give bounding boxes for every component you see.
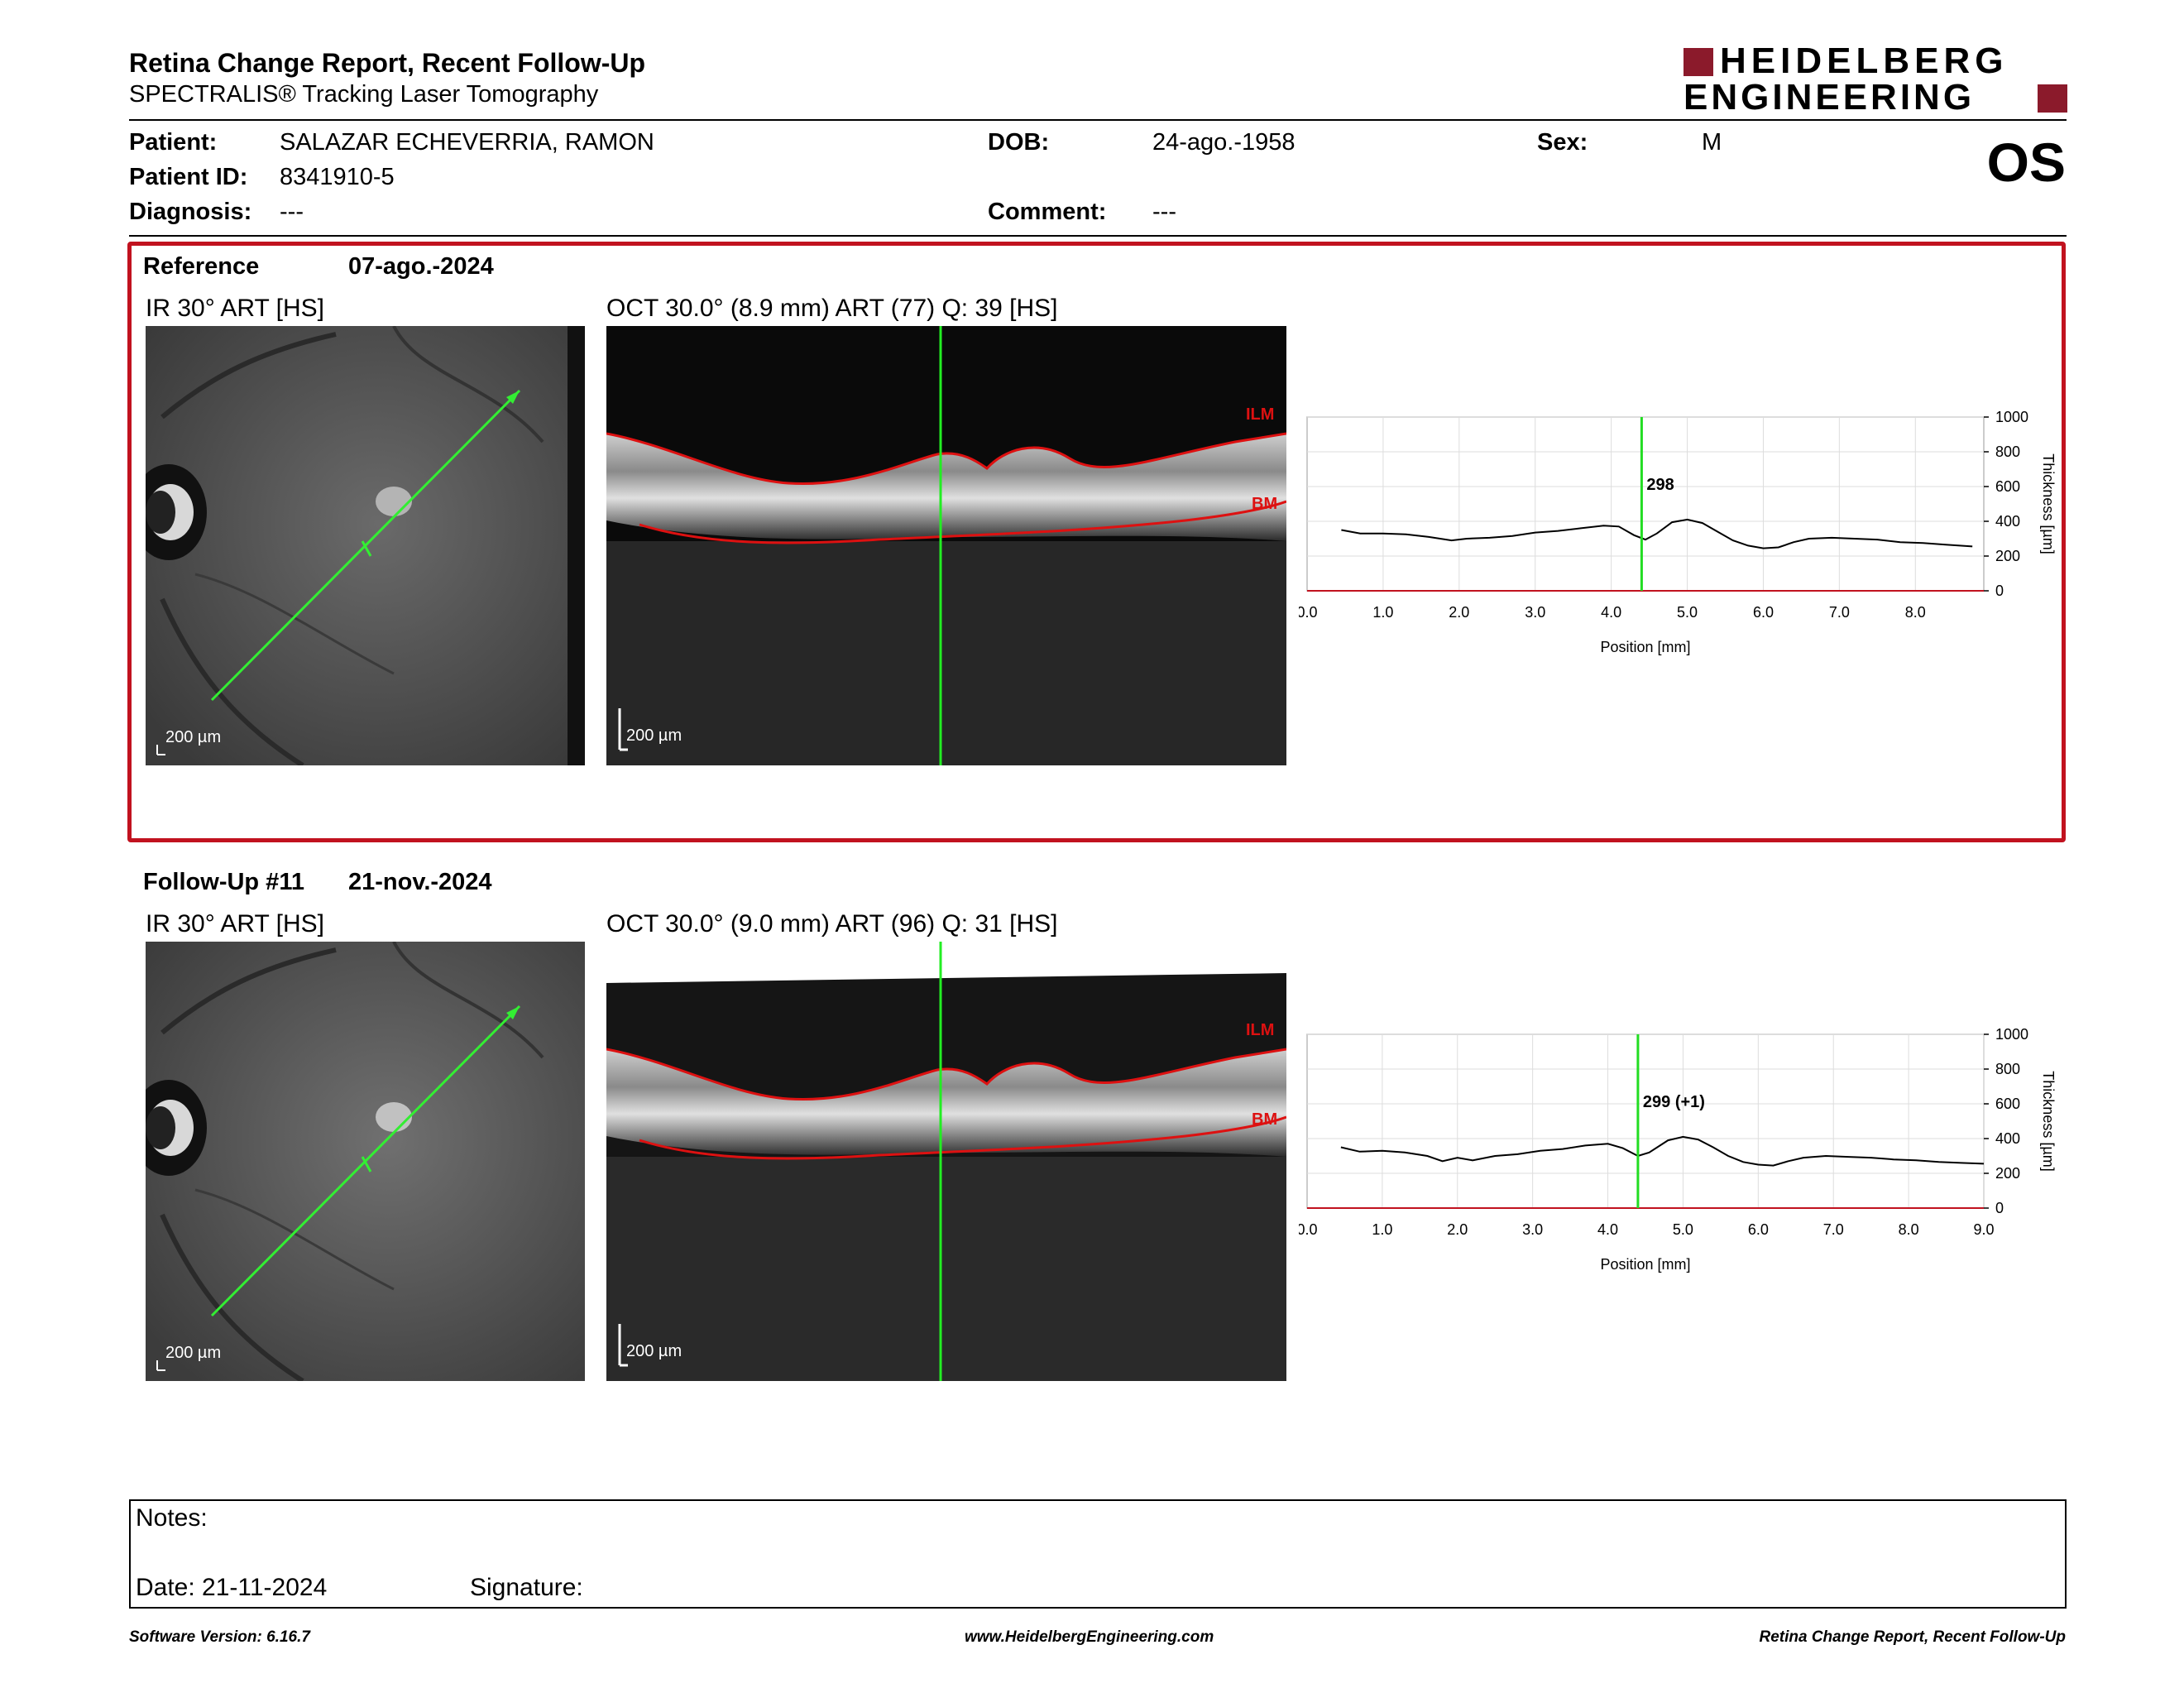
fu-chart-xtick-label: 6.0 bbox=[1748, 1221, 1769, 1238]
reference-thickness-chart: 0 200 400 600 800 1000 0.0 1.0 2.0 3.0 4.0 5.0 6.0 7.… bbox=[1299, 409, 2057, 655]
ref-chart-ytick-label: 600 bbox=[1995, 478, 2020, 495]
patient-id-label: Patient ID: bbox=[129, 164, 248, 190]
reference-label: Reference bbox=[143, 253, 260, 280]
reference-ir-scale: 200 µm bbox=[165, 728, 222, 746]
fu-chart-xtick-label: 4.0 bbox=[1597, 1221, 1618, 1238]
fu-chart-cursor-value: 299 (+1) bbox=[1643, 1093, 1705, 1111]
followup-oct-image[interactable]: ILM BM 200 µm bbox=[606, 942, 1286, 1381]
fu-chart-ytick-label: 800 bbox=[1995, 1061, 2020, 1077]
reference-panel bbox=[127, 242, 2066, 842]
fu-chart-plot-frame bbox=[1306, 1033, 1985, 1209]
sex-label: Sex: bbox=[1537, 129, 1588, 156]
notes-date: Date: 21-11-2024 bbox=[136, 1574, 328, 1601]
followup-ir-caption: IR 30° ART [HS] bbox=[146, 910, 324, 938]
fu-chart-ytick-label: 0 bbox=[1995, 1200, 2004, 1216]
followup-oct-caption: OCT 30.0° (9.0 mm) ART (96) Q: 31 [HS] bbox=[606, 910, 1058, 938]
followup-thickness-chart: 0 200 400 600 800 1000 0.0 1.0 2.0 3.0 4.0 5.0 6.0 7.… bbox=[1299, 1026, 2057, 1273]
fu-chart-xtick-label: 5.0 bbox=[1673, 1221, 1693, 1238]
fu-chart-xtick-label: 0.0 bbox=[1299, 1221, 1318, 1238]
reference-bm-label: BM bbox=[1252, 495, 1278, 513]
footer-report-name: Retina Change Report, Recent Follow-Up bbox=[1759, 1628, 2066, 1646]
notes-box[interactable] bbox=[129, 1499, 2067, 1609]
reference-oct-scale: 200 µm bbox=[626, 727, 682, 745]
footer-software-version: Software Version: 6.16.7 bbox=[129, 1628, 310, 1646]
logo-text-engineering: ENGINEERING bbox=[1684, 77, 1976, 117]
fu-chart-ytick-label: 600 bbox=[1995, 1096, 2020, 1112]
ref-chart-xtick-label: 8.0 bbox=[1905, 604, 1926, 621]
fu-chart-xtick-label: 9.0 bbox=[1973, 1221, 1994, 1238]
followup-ir-image[interactable]: 200 µm bbox=[146, 942, 585, 1381]
ref-chart-xtick-label: 3.0 bbox=[1525, 604, 1545, 621]
ref-chart-cursor-value: 298 bbox=[1646, 476, 1674, 494]
report-subtitle: SPECTRALIS® Tracking Laser Tomography bbox=[129, 81, 599, 108]
fu-chart-series-line-0 bbox=[1340, 1135, 1985, 1167]
fu-chart-ytick-label: 1000 bbox=[1995, 1026, 2028, 1043]
ref-chart-xtick-label: 1.0 bbox=[1372, 604, 1393, 621]
ref-chart-xtick-label: 2.0 bbox=[1449, 604, 1469, 621]
diagnosis-value: --- bbox=[280, 199, 304, 225]
reference-date: 07-ago.-2024 bbox=[348, 253, 494, 280]
reference-ir-image[interactable]: 200 µm bbox=[146, 326, 585, 765]
ref-chart-xtick-label: 0.0 bbox=[1299, 604, 1318, 621]
reference-oct-caption: OCT 30.0° (8.9 mm) ART (77) Q: 39 [HS] bbox=[606, 295, 1058, 322]
followup-date: 21-nov.-2024 bbox=[348, 869, 492, 895]
ref-chart-ytick-label: 800 bbox=[1995, 444, 2020, 460]
ref-chart-xaxis-label: Position [mm] bbox=[1600, 639, 1690, 655]
header-divider bbox=[129, 119, 2067, 121]
reference-oct-image[interactable]: ILM BM 200 µm bbox=[606, 326, 1286, 765]
followup-ir-scale: 200 µm bbox=[165, 1344, 222, 1362]
followup-label: Follow-Up #11 bbox=[143, 869, 304, 895]
followup-oct-scale: 200 µm bbox=[626, 1342, 682, 1360]
fu-chart-ytick-label: 200 bbox=[1995, 1165, 2020, 1182]
ref-chart-ytick-label: 1000 bbox=[1995, 409, 2028, 425]
ref-chart-ytick-label: 200 bbox=[1995, 548, 2020, 564]
footer-website[interactable]: www.HeidelbergEngineering.com bbox=[965, 1628, 1214, 1646]
patient-divider bbox=[129, 235, 2067, 237]
logo-text-heidelberg: HEIDELBERG bbox=[1720, 41, 2009, 81]
fu-chart-xtick-label: 2.0 bbox=[1447, 1221, 1468, 1238]
ref-chart-ytick-label: 400 bbox=[1995, 513, 2020, 530]
reference-ilm-label: ILM bbox=[1246, 405, 1275, 424]
dob-label: DOB: bbox=[988, 129, 1050, 156]
patient-name: SALAZAR ECHEVERRIA, RAMON bbox=[280, 129, 654, 156]
ref-chart-series-line-0 bbox=[1341, 518, 1973, 549]
ref-chart-ytick-label: 0 bbox=[1995, 583, 2004, 599]
fu-chart-yaxis-label: Thickness [µm] bbox=[2040, 1071, 2057, 1171]
eye-indicator: OS bbox=[1986, 132, 2066, 193]
ref-chart-yaxis-label: Thickness [µm] bbox=[2040, 453, 2057, 554]
fu-chart-xtick-label: 1.0 bbox=[1372, 1221, 1392, 1238]
followup-bm-label: BM bbox=[1252, 1110, 1278, 1129]
report-title: Retina Change Report, Recent Follow-Up bbox=[129, 48, 646, 78]
ref-chart-xtick-label: 6.0 bbox=[1753, 604, 1774, 621]
ref-chart-plot-frame bbox=[1306, 416, 1985, 592]
ref-chart-xtick-label: 5.0 bbox=[1677, 604, 1698, 621]
fu-chart-ytick-label: 400 bbox=[1995, 1130, 2020, 1147]
followup-ilm-label: ILM bbox=[1246, 1021, 1275, 1039]
logo-square-bottom bbox=[2038, 84, 2067, 113]
ref-chart-xtick-label: 7.0 bbox=[1829, 604, 1850, 621]
diagnosis-label: Diagnosis: bbox=[129, 199, 252, 225]
sex-value: M bbox=[1702, 129, 1722, 156]
comment-label: Comment: bbox=[988, 199, 1107, 225]
notes-label: Notes: bbox=[136, 1504, 208, 1532]
dob-value: 24-ago.-1958 bbox=[1152, 129, 1296, 156]
reference-ir-caption: IR 30° ART [HS] bbox=[146, 295, 324, 322]
logo-square-top bbox=[1684, 48, 1713, 76]
patient-id-value: 8341910-5 bbox=[280, 164, 395, 190]
fu-chart-xtick-label: 7.0 bbox=[1823, 1221, 1844, 1238]
brand-logo: HEIDELBERG ENGINEERING bbox=[1684, 43, 2068, 116]
fu-chart-xtick-label: 8.0 bbox=[1899, 1221, 1919, 1238]
notes-signature: Signature: bbox=[470, 1574, 583, 1601]
fu-chart-xtick-label: 3.0 bbox=[1522, 1221, 1543, 1238]
ref-chart-xtick-label: 4.0 bbox=[1601, 604, 1621, 621]
patient-label: Patient: bbox=[129, 129, 218, 156]
comment-value: --- bbox=[1152, 199, 1176, 225]
fu-chart-xaxis-label: Position [mm] bbox=[1600, 1256, 1690, 1273]
